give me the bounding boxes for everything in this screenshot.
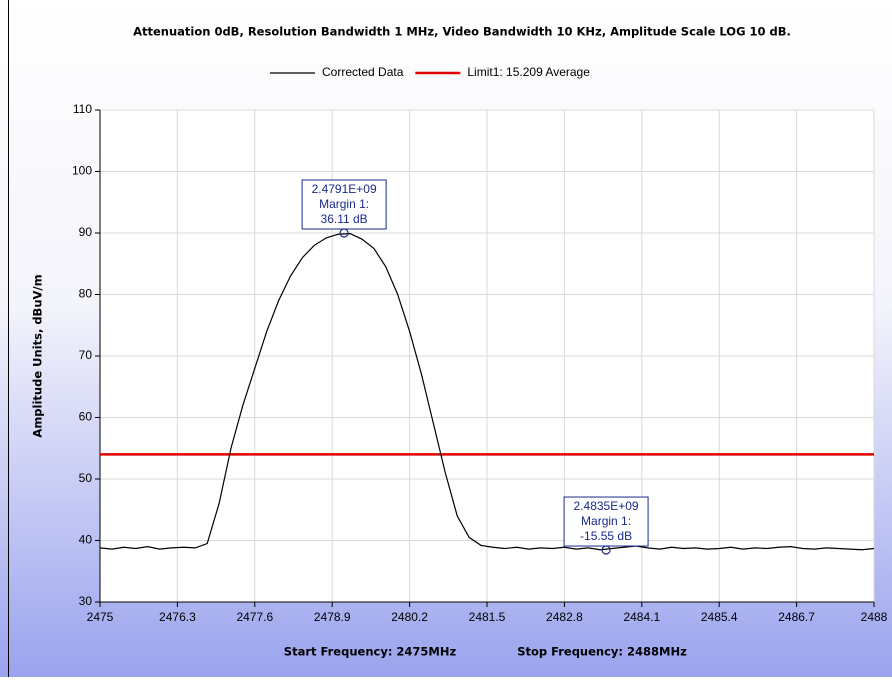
y-tick-label: 90 xyxy=(79,225,93,239)
y-tick-label: 70 xyxy=(79,348,93,362)
x-tick-label: 2485.4 xyxy=(701,610,738,624)
x-tick-label: 2478.9 xyxy=(314,610,351,624)
marker-label: Margin 1: xyxy=(581,514,631,528)
marker-box xyxy=(301,179,387,230)
x-tick-label: 2486.7 xyxy=(778,610,815,624)
marker-box xyxy=(563,496,649,547)
x-tick-label: 2484.1 xyxy=(623,610,660,624)
x-tick-label: 2480.2 xyxy=(391,610,428,624)
marker-point xyxy=(601,545,611,555)
y-tick-label: 100 xyxy=(72,164,92,178)
y-tick-label: 30 xyxy=(79,594,93,608)
x-axis-label: Stop Frequency: 2488MHz xyxy=(517,645,687,659)
x-tick-label: 2475 xyxy=(87,610,114,624)
x-tick-label: 2476.3 xyxy=(159,610,196,624)
y-tick-label: 80 xyxy=(79,287,93,301)
data-line xyxy=(99,233,875,551)
chart-title: Attenuation 0dB, Resolution Bandwidth 1 … xyxy=(133,25,791,39)
marker-point xyxy=(339,228,349,238)
marker-label: 2.4835E+09 xyxy=(574,499,639,513)
marker-label: 36.11 dB xyxy=(321,212,368,226)
legend-label: Limit1: 15.209 Average xyxy=(467,65,590,79)
marker-label: Margin 1: xyxy=(319,197,369,211)
marker-label: 2.4791E+09 xyxy=(312,182,377,196)
y-tick-label: 40 xyxy=(79,533,93,547)
marker-label: -15.55 dB xyxy=(580,529,632,543)
x-axis-label: Start Frequency: 2475MHz xyxy=(284,645,457,659)
legend-label: Corrected Data xyxy=(322,65,404,79)
y-axis-label: Amplitude Units, dBuV/m xyxy=(31,274,45,437)
y-tick-label: 50 xyxy=(79,471,93,485)
x-tick-label: 2482.8 xyxy=(546,610,583,624)
x-tick-label: 2477.6 xyxy=(236,610,273,624)
y-tick-label: 60 xyxy=(79,410,93,424)
y-tick-label: 110 xyxy=(73,102,92,116)
x-tick-label: 2488 xyxy=(861,610,888,624)
x-tick-label: 2481.5 xyxy=(469,610,506,624)
